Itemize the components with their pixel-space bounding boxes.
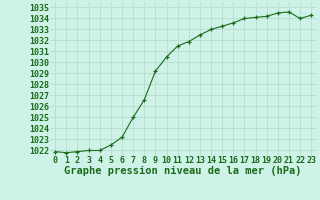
X-axis label: Graphe pression niveau de la mer (hPa): Graphe pression niveau de la mer (hPa): [64, 166, 302, 176]
